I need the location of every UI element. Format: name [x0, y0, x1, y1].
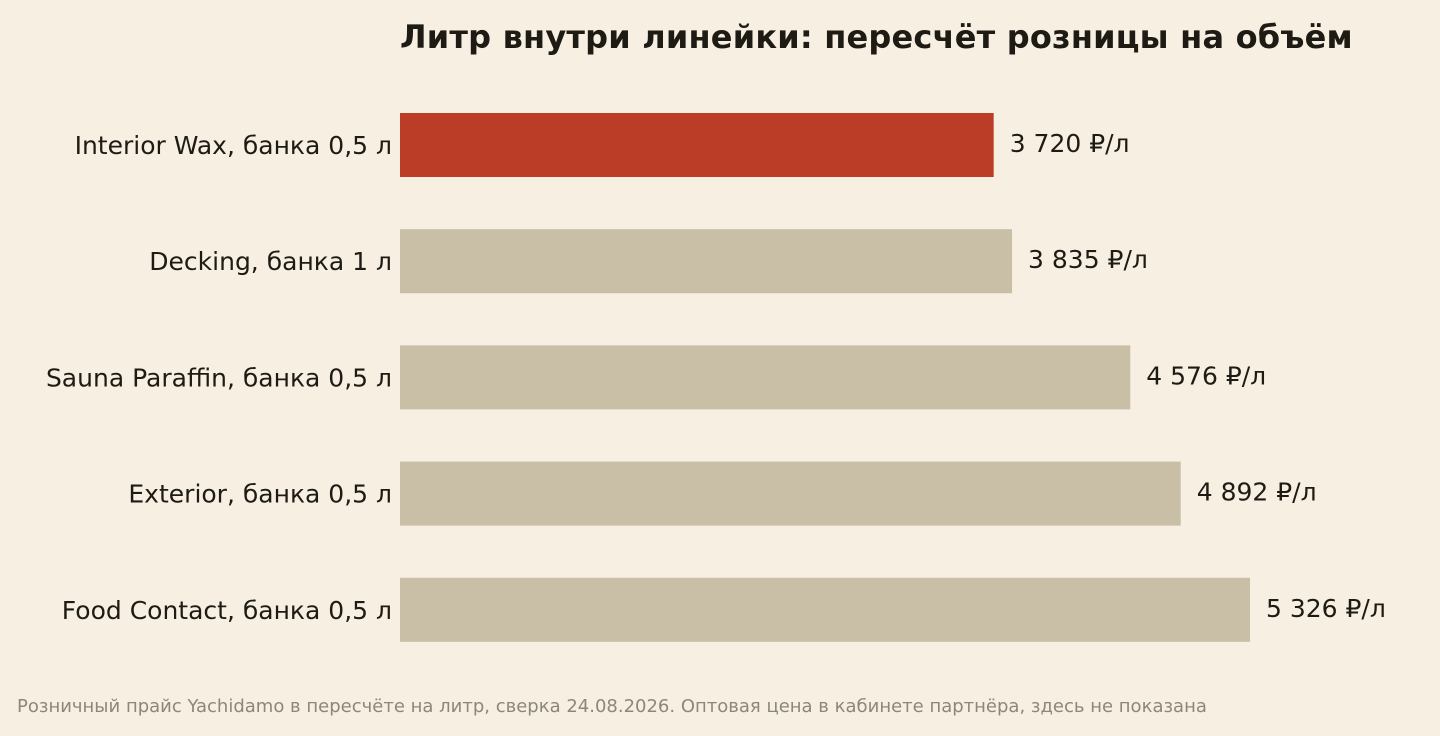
- chart-title: Литр внутри линейки: пересчёт розницы на…: [400, 18, 1353, 56]
- category-label: Decking, банка 1 л: [149, 247, 392, 276]
- category-label: Sauna Paraffin, банка 0,5 л: [46, 363, 392, 392]
- bar: [400, 345, 1131, 410]
- value-label: 4 576 ₽/л: [1146, 361, 1266, 390]
- value-label: 3 720 ₽/л: [1010, 129, 1130, 158]
- bar: [400, 229, 1013, 294]
- footnote: Розничный прайс Yachidamo в пересчёте на…: [17, 696, 1207, 717]
- value-label: 4 892 ₽/л: [1197, 478, 1317, 507]
- category-label: Exterior, банка 0,5 л: [128, 480, 392, 509]
- bar: [400, 461, 1181, 526]
- value-label: 3 835 ₽/л: [1028, 245, 1148, 274]
- value-label: 5 326 ₽/л: [1266, 594, 1386, 623]
- category-label: Food Contact, банка 0,5 л: [62, 596, 392, 625]
- bar: [400, 113, 994, 177]
- category-label: Interior Wax, банка 0,5 л: [75, 131, 392, 160]
- bar: [400, 577, 1250, 642]
